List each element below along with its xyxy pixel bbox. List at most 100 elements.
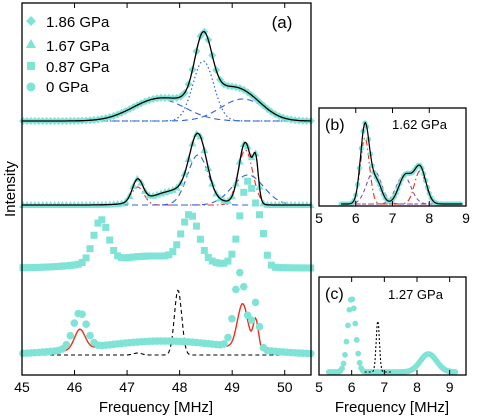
data-point [355,350,362,357]
x-tick-label: 47 [119,379,135,395]
data-point [232,235,240,243]
x-tick-label: 48 [172,379,188,395]
legend-label-3: 0.87 GPa [46,59,110,76]
panel-b-plot-area [338,120,464,207]
legend-marker-diamond [26,16,36,26]
x-tick-label: 5 [315,379,323,395]
panel-a-x-ticks: 45 46 47 48 49 50 [14,3,293,395]
data-point [165,251,173,259]
legend-marker-circle [26,82,36,92]
data-point [94,219,102,227]
data-point [31,263,39,271]
data-point [66,331,75,340]
data-point [129,253,137,261]
data-point [62,262,70,270]
data-point [137,252,145,260]
series-triangle [19,129,315,208]
data-point [70,261,78,269]
data-point [228,314,236,323]
data-point [228,250,236,258]
data-point [299,264,307,272]
x-tick-label: 6 [348,379,356,395]
data-point [252,199,260,207]
panel-b-pressure-annotation: 1.62 GPa [392,117,448,132]
panel-a: (a) 45 46 47 48 49 50 Frequency [MHz] Intensi… [2,2,315,416]
data-point [275,264,283,272]
x-tick-label: 9 [462,210,470,226]
data-point [149,252,157,260]
data-point [78,310,86,319]
data-point [78,258,86,266]
data-point [216,259,224,267]
data-point [66,261,74,269]
panel-b: (b) 1.62 GPa 5 6 7 8 9 [315,107,470,226]
panel-c-x-axis-label: Frequency [MHz] [335,399,449,416]
fit-component-red-dashdot [341,136,463,205]
data-point [169,248,177,256]
data-point [247,316,256,325]
legend-label-2: 1.67 GPa [46,38,110,55]
y-axis-label: Intensity [2,161,19,217]
data-point [43,263,51,271]
series-diamond [19,27,315,125]
data-point [98,216,106,224]
fit-component-purple-dashed [341,170,463,205]
fit-total-line [22,132,311,206]
data-point [189,212,197,220]
data-point [70,319,79,327]
legend-marker-square [27,62,35,70]
series-square [19,177,315,272]
data-point [256,211,264,219]
data-point [240,188,248,196]
data-point [173,241,181,249]
legend: 1.86 GPa 1.67 GPa 0.87 GPa 0 GPa [26,14,110,96]
data-point [82,320,90,328]
x-tick-label: 8 [413,379,421,395]
x-tick-label: 46 [67,379,83,395]
fit-total-line [341,121,463,205]
data-point [208,257,216,265]
data-point [248,184,256,192]
data-point [58,262,66,270]
x-tick-label: 8 [425,210,433,226]
legend-label-4: 0 GPa [46,79,89,96]
data-point [343,338,350,345]
data-point [27,264,35,272]
x-tick-label: 5 [315,210,323,226]
data-point [110,246,118,254]
data-point [287,264,295,272]
data-point [263,251,271,259]
data-point [102,223,110,231]
data-point [350,305,357,312]
data-point [224,257,232,265]
panel-c: (c) 1.27 GPa 5 6 7 8 9 Frequency [MHz] [315,276,467,416]
data-point [118,254,126,262]
data-point [239,282,248,291]
data-point [295,264,303,272]
fit-total-line [22,30,311,122]
data-point [90,231,98,239]
x-tick-label: 7 [380,379,388,395]
data-point [157,252,165,260]
data-point [125,253,133,261]
x-tick-label: 49 [224,379,240,395]
data-point [352,320,359,327]
data-point [291,264,299,272]
panel-a-label: (a) [272,13,293,32]
data-point [346,306,353,313]
data-point [145,252,153,260]
data-point [220,259,228,267]
panel-c-x-ticks: 5 6 7 8 9 [315,277,454,395]
x-tick-label: 7 [389,210,397,226]
data-point [86,331,94,340]
data-point [340,360,347,367]
data-point [55,262,63,270]
data-point [452,369,459,375]
x-tick-label: 50 [277,379,293,395]
data-point [192,222,200,230]
data-point [212,259,220,267]
panel-a-frame [21,2,312,376]
data-point [177,230,185,238]
data-point [35,263,43,271]
reference-line-dashed [364,319,391,373]
